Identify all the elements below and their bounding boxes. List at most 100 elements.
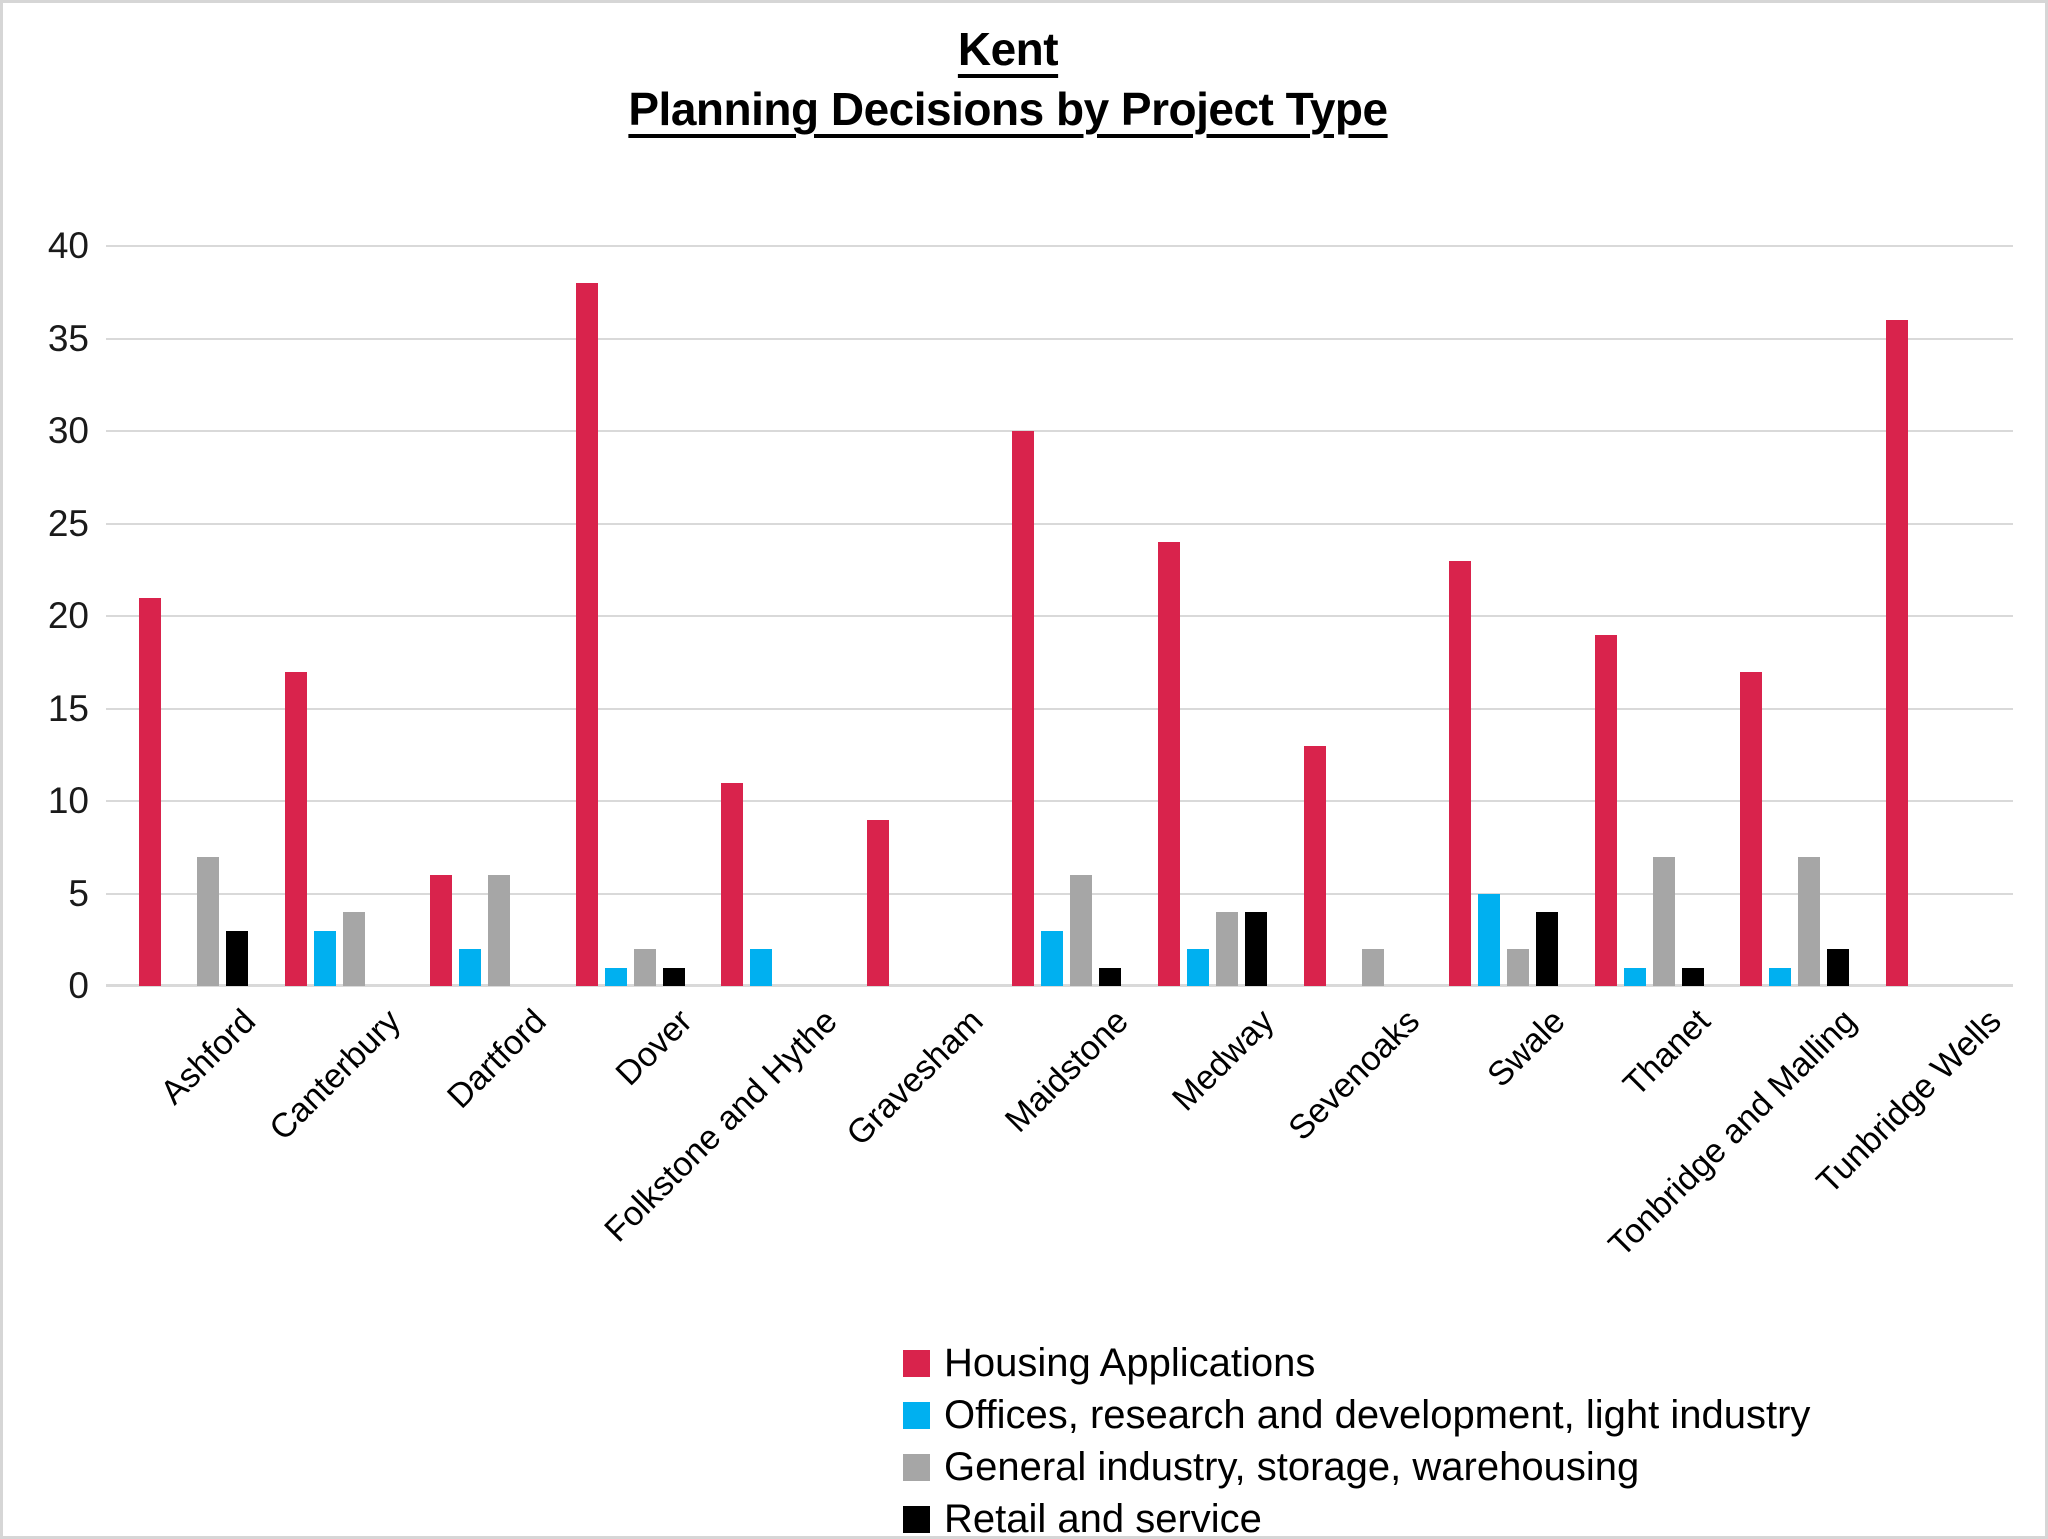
- legend-label: Retail and service: [944, 1497, 1262, 1539]
- legend-marker-icon: [903, 1505, 930, 1533]
- bar: [1041, 930, 1064, 986]
- legend-label: Offices, research and development, light…: [944, 1393, 1811, 1437]
- bar: [139, 597, 162, 986]
- bar: [1215, 912, 1238, 986]
- bar: [1536, 912, 1559, 986]
- x-axis-label-medway: Medway: [1165, 1002, 1282, 1119]
- bar-group-dover: [558, 246, 704, 986]
- bar: [1623, 967, 1646, 986]
- bar: [1070, 875, 1093, 986]
- bar-group-gravesham: [849, 246, 995, 986]
- x-axis-label-thanet: Thanet: [1616, 1002, 1719, 1104]
- y-tick-10: [106, 800, 121, 802]
- y-axis-label-10: 10: [47, 780, 89, 821]
- bar: [662, 967, 685, 986]
- bar: [1449, 560, 1472, 986]
- bar-group-canterbury: [267, 246, 413, 986]
- bar: [1507, 949, 1530, 986]
- y-axis-label-30: 30: [47, 410, 89, 451]
- bar: [284, 671, 307, 986]
- bar: [1769, 967, 1792, 986]
- bar-group-tonbridge-and-malling: [1722, 246, 1868, 986]
- bar: [1186, 949, 1209, 986]
- gridline-30: [121, 430, 2013, 432]
- y-axis-label-40: 40: [47, 225, 89, 266]
- gridline-40: [121, 245, 2013, 247]
- y-tick-40: [106, 245, 121, 247]
- bar-group-thanet: [1576, 246, 1722, 986]
- x-axis-label-dartford: Dartford: [440, 1002, 554, 1116]
- x-axis-label-ashford: Ashford: [152, 1002, 263, 1112]
- bar: [459, 949, 482, 986]
- bar: [575, 283, 598, 986]
- legend-label: General industry, storage, warehousing: [944, 1445, 1640, 1489]
- gridline-10: [121, 800, 2013, 802]
- bar: [430, 875, 453, 986]
- bar: [1681, 967, 1704, 986]
- bar-group-swale: [1431, 246, 1577, 986]
- bar: [633, 949, 656, 986]
- gridline-15: [121, 707, 2013, 710]
- bar: [1652, 856, 1675, 986]
- bar: [721, 782, 744, 986]
- x-axis-label-sevenoaks: Sevenoaks: [1281, 1002, 1427, 1148]
- bar: [1885, 320, 1908, 986]
- legend-marker-icon: [903, 1453, 930, 1481]
- y-tick-30: [106, 430, 121, 432]
- y-axis-label-15: 15: [47, 687, 89, 729]
- y-axis-label-5: 5: [68, 872, 89, 914]
- bar: [1361, 949, 1384, 986]
- bar: [1244, 912, 1267, 986]
- legend-item: Offices, research and development, light…: [903, 1389, 1810, 1441]
- bar-group-sevenoaks: [1285, 246, 1431, 986]
- x-axis-label-canterbury: Canterbury: [262, 1002, 409, 1148]
- bar: [197, 856, 220, 986]
- y-tick-35: [106, 337, 121, 340]
- x-axis-label-tonbridge-and-malling: Tonbridge and Malling: [1601, 1002, 1864, 1265]
- x-axis-label-swale: Swale: [1480, 1002, 1573, 1095]
- gridline-25: [121, 522, 2013, 525]
- x-axis-label-gravesham: Gravesham: [839, 1002, 991, 1154]
- chart-title-region: Kent: [957, 23, 1059, 75]
- bar: [488, 875, 511, 986]
- y-axis-label-0: 0: [68, 965, 89, 1006]
- bar-group-folkstone-and-hythe: [703, 246, 849, 986]
- y-axis-label-35: 35: [47, 317, 89, 359]
- bar: [1303, 745, 1326, 986]
- legend-label: Housing Applications: [944, 1341, 1316, 1385]
- y-tick-25: [106, 522, 121, 525]
- bar: [226, 930, 249, 986]
- chart-title-subject: Planning Decisions by Project Type: [628, 83, 1388, 135]
- bar: [1740, 671, 1763, 986]
- chart-title: Kent Planning Decisions by Project Type: [3, 19, 2013, 139]
- bar: [313, 930, 336, 986]
- x-axis-label-maidstone: Maidstone: [998, 1002, 1136, 1140]
- y-axis-label-20: 20: [47, 595, 89, 636]
- bar: [866, 819, 889, 986]
- bar: [1012, 431, 1035, 986]
- gridline-20: [121, 615, 2013, 617]
- legend: Housing Applications Offices, research an…: [903, 1337, 1810, 1539]
- legend-marker-icon: [903, 1349, 930, 1377]
- legend-marker-icon: [903, 1401, 930, 1429]
- bar: [604, 967, 627, 986]
- gridline-5: [121, 892, 2013, 895]
- bar: [1478, 893, 1501, 986]
- legend-item: Retail and service: [903, 1493, 1810, 1539]
- bar-groups: [121, 246, 2013, 986]
- y-tick-5: [106, 892, 121, 895]
- plot-area: 0 5 10 15 20 25 30 35 40 Ashford Canterbury Dartfo…: [48, 225, 2013, 1264]
- bar-group-dartford: [412, 246, 558, 986]
- bar: [1157, 542, 1180, 986]
- gridline-35: [121, 337, 2013, 340]
- legend-item: General industry, storage, warehousing: [903, 1441, 1810, 1493]
- bar: [750, 949, 773, 986]
- x-axis-label-dover: Dover: [608, 1002, 700, 1094]
- y-tick-15: [106, 707, 121, 710]
- bar: [1798, 856, 1821, 986]
- bar-group-ashford: [121, 246, 267, 986]
- bar: [342, 912, 365, 986]
- y-axis-label-25: 25: [47, 502, 89, 544]
- y-tick-20: [106, 615, 121, 617]
